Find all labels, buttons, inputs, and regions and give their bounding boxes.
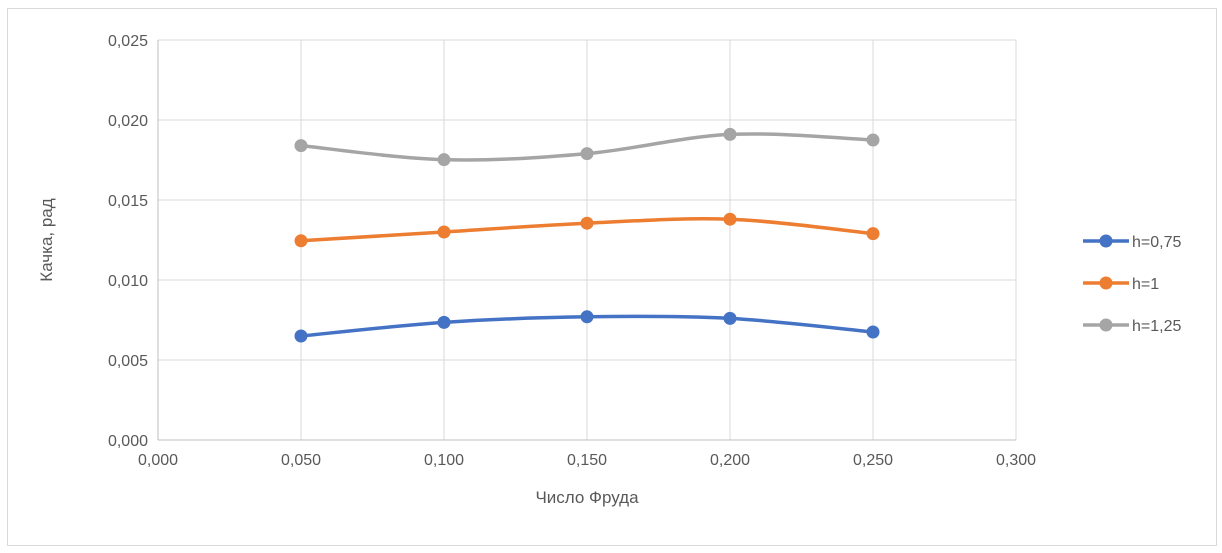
gridlines bbox=[158, 39, 1017, 440]
x-tick-label: 0,200 bbox=[710, 452, 750, 469]
x-tick-label: 0,000 bbox=[138, 452, 178, 469]
y-tick-label: 0,015 bbox=[108, 193, 148, 210]
data-point bbox=[437, 315, 451, 329]
legend-entry: h=1 bbox=[1083, 276, 1159, 293]
legend-label: h=0,75 bbox=[1132, 234, 1181, 251]
y-tick-label: 0,020 bbox=[108, 113, 148, 130]
data-point bbox=[294, 329, 308, 343]
data-point bbox=[437, 225, 451, 239]
chart-area: 0,000 0,005 0,010 0,015 0,020 0,025 0,000 0,050… bbox=[7, 8, 1217, 546]
axes bbox=[157, 40, 1016, 441]
line-chart: 0,000 0,005 0,010 0,015 0,020 0,025 0,000 0,050… bbox=[37, 33, 1181, 507]
legend-label: h=1 bbox=[1132, 276, 1159, 293]
legend-marker bbox=[1099, 276, 1113, 290]
x-tick-label: 0,300 bbox=[996, 452, 1036, 469]
legend-label: h=1,25 bbox=[1132, 318, 1181, 335]
series-group bbox=[294, 127, 880, 343]
legend-marker bbox=[1099, 318, 1113, 332]
series-1 bbox=[294, 310, 880, 343]
y-tick-label: 0,005 bbox=[108, 353, 148, 370]
y-tick-label: 0,025 bbox=[108, 33, 148, 50]
y-tick-label: 0,010 bbox=[108, 273, 148, 290]
data-point bbox=[723, 212, 737, 226]
data-point bbox=[866, 227, 880, 241]
data-point bbox=[866, 325, 880, 339]
x-tick-label: 0,050 bbox=[281, 452, 321, 469]
data-point bbox=[437, 153, 451, 167]
legend-entry: h=1,25 bbox=[1083, 318, 1181, 335]
x-tick-label: 0,100 bbox=[424, 452, 464, 469]
data-point bbox=[580, 147, 594, 161]
data-point bbox=[294, 139, 308, 153]
legend-entry: h=0,75 bbox=[1083, 234, 1181, 251]
x-tick-label: 0,150 bbox=[567, 452, 607, 469]
data-point bbox=[580, 216, 594, 230]
data-point bbox=[866, 133, 880, 147]
y-axis-title: Качка, рад bbox=[37, 198, 56, 281]
data-point bbox=[294, 234, 308, 248]
y-tick-label: 0,000 bbox=[108, 433, 148, 450]
data-point bbox=[723, 311, 737, 325]
series-2 bbox=[294, 212, 880, 248]
legend-marker bbox=[1099, 234, 1113, 248]
x-axis-title: Число Фруда bbox=[535, 488, 639, 507]
x-tick-label: 0,250 bbox=[853, 452, 893, 469]
tick-labels: 0,000 0,005 0,010 0,015 0,020 0,025 0,000 0,050… bbox=[108, 33, 1036, 469]
data-point bbox=[723, 127, 737, 141]
legend: h=0,75 h=1 h=1,25 bbox=[1083, 234, 1181, 335]
series-3 bbox=[294, 127, 880, 167]
data-point bbox=[580, 310, 594, 324]
